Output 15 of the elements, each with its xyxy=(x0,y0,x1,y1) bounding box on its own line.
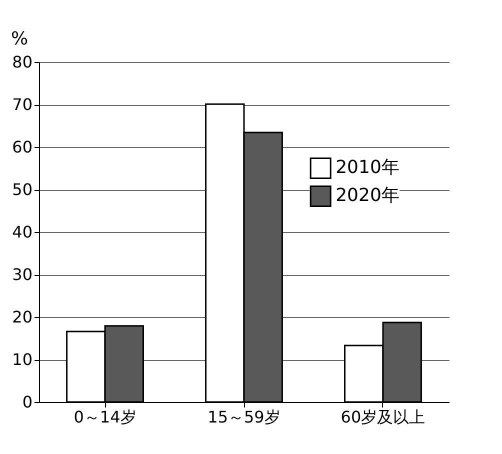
y-tick-label: 20 xyxy=(12,308,32,326)
y-tick-label: 0 xyxy=(22,392,32,412)
x-tick-label: 15～59岁 xyxy=(208,408,280,426)
y-tick-label: 70 xyxy=(12,95,32,114)
y-tick-label: 10 xyxy=(12,350,32,369)
x-tick-label: 60岁及以上 xyxy=(340,408,426,426)
legend-label: 2020年 xyxy=(336,185,400,206)
y-tick-label: 50 xyxy=(12,180,32,199)
y-tick-label: 40 xyxy=(12,222,32,242)
y-tick-label: 30 xyxy=(12,265,32,284)
legend-label: 2010年 xyxy=(336,157,400,178)
y-tick-label: 60 xyxy=(12,138,32,156)
y-tick-label: 80 xyxy=(12,52,32,72)
x-tick-label: 0～14岁 xyxy=(74,408,136,426)
y-axis-title: % xyxy=(10,28,28,50)
